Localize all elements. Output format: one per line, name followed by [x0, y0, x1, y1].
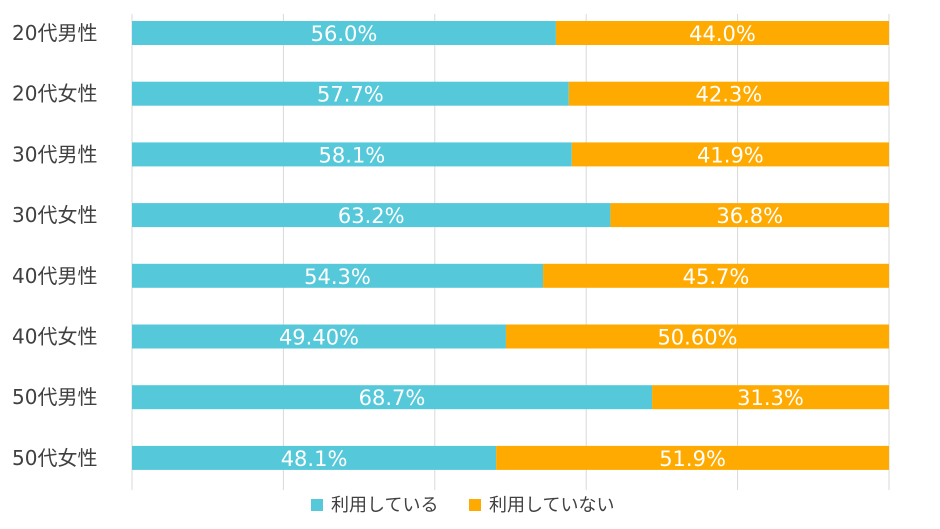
legend: 利用している 利用していない [311, 495, 614, 516]
bar-segment-not-using [496, 445, 889, 470]
bar-segment-using [132, 324, 506, 349]
bar-segment-using [132, 142, 572, 167]
category-label: 20代男性 [12, 21, 97, 45]
legend-swatch [469, 499, 481, 511]
data-labels: 56.0% 44.0% 57.7% 42.3% 58.1% 41.9% 63.2% 36.8%… [279, 22, 804, 471]
category-label: 40代男性 [12, 264, 97, 288]
bars [132, 21, 889, 470]
bar-segment-using [132, 385, 653, 410]
legend-label: 利用していない [489, 495, 614, 516]
data-label: 44.0% [689, 22, 756, 46]
category-label: 50代女性 [12, 446, 97, 470]
data-label: 56.0% [311, 22, 378, 46]
data-label: 63.2% [338, 204, 405, 228]
legend-label: 利用している [331, 495, 438, 516]
category-label: 20代女性 [12, 82, 97, 106]
data-label: 50.60% [657, 326, 737, 350]
data-label: 57.7% [317, 83, 384, 107]
data-label: 68.7% [359, 386, 426, 410]
legend-swatch [311, 499, 323, 511]
bar-segment-not-using [543, 263, 889, 288]
data-label: 51.9% [659, 447, 726, 471]
data-label: 49.40% [279, 326, 359, 350]
bar-segment-using [132, 21, 556, 45]
data-label: 42.3% [696, 83, 763, 107]
category-label: 40代女性 [12, 325, 97, 349]
bar-segment-not-using [652, 385, 889, 410]
data-label: 58.1% [319, 143, 386, 167]
data-label: 48.1% [281, 447, 348, 471]
data-label: 41.9% [697, 143, 764, 167]
data-label: 36.8% [716, 204, 783, 228]
bar-segment-using [132, 445, 497, 470]
bar-segment-using [132, 81, 569, 106]
bar-segment-not-using [505, 324, 889, 349]
data-label: 45.7% [683, 265, 750, 289]
category-label: 30代女性 [12, 203, 97, 227]
bar-segment-using [132, 263, 544, 288]
bar-segment-using [132, 203, 611, 228]
category-label: 50代男性 [12, 385, 97, 409]
category-label: 30代男性 [12, 142, 97, 166]
bar-segment-not-using [610, 203, 889, 228]
bar-segment-not-using [571, 142, 889, 167]
data-label: 54.3% [304, 265, 371, 289]
bar-segment-not-using [568, 81, 889, 106]
bar-segment-not-using [555, 21, 889, 45]
category-labels: 20代男性 20代女性 30代男性 30代女性 40代男性 40代女性 50代男性 50代女性 [12, 21, 97, 470]
data-label: 31.3% [737, 386, 804, 410]
